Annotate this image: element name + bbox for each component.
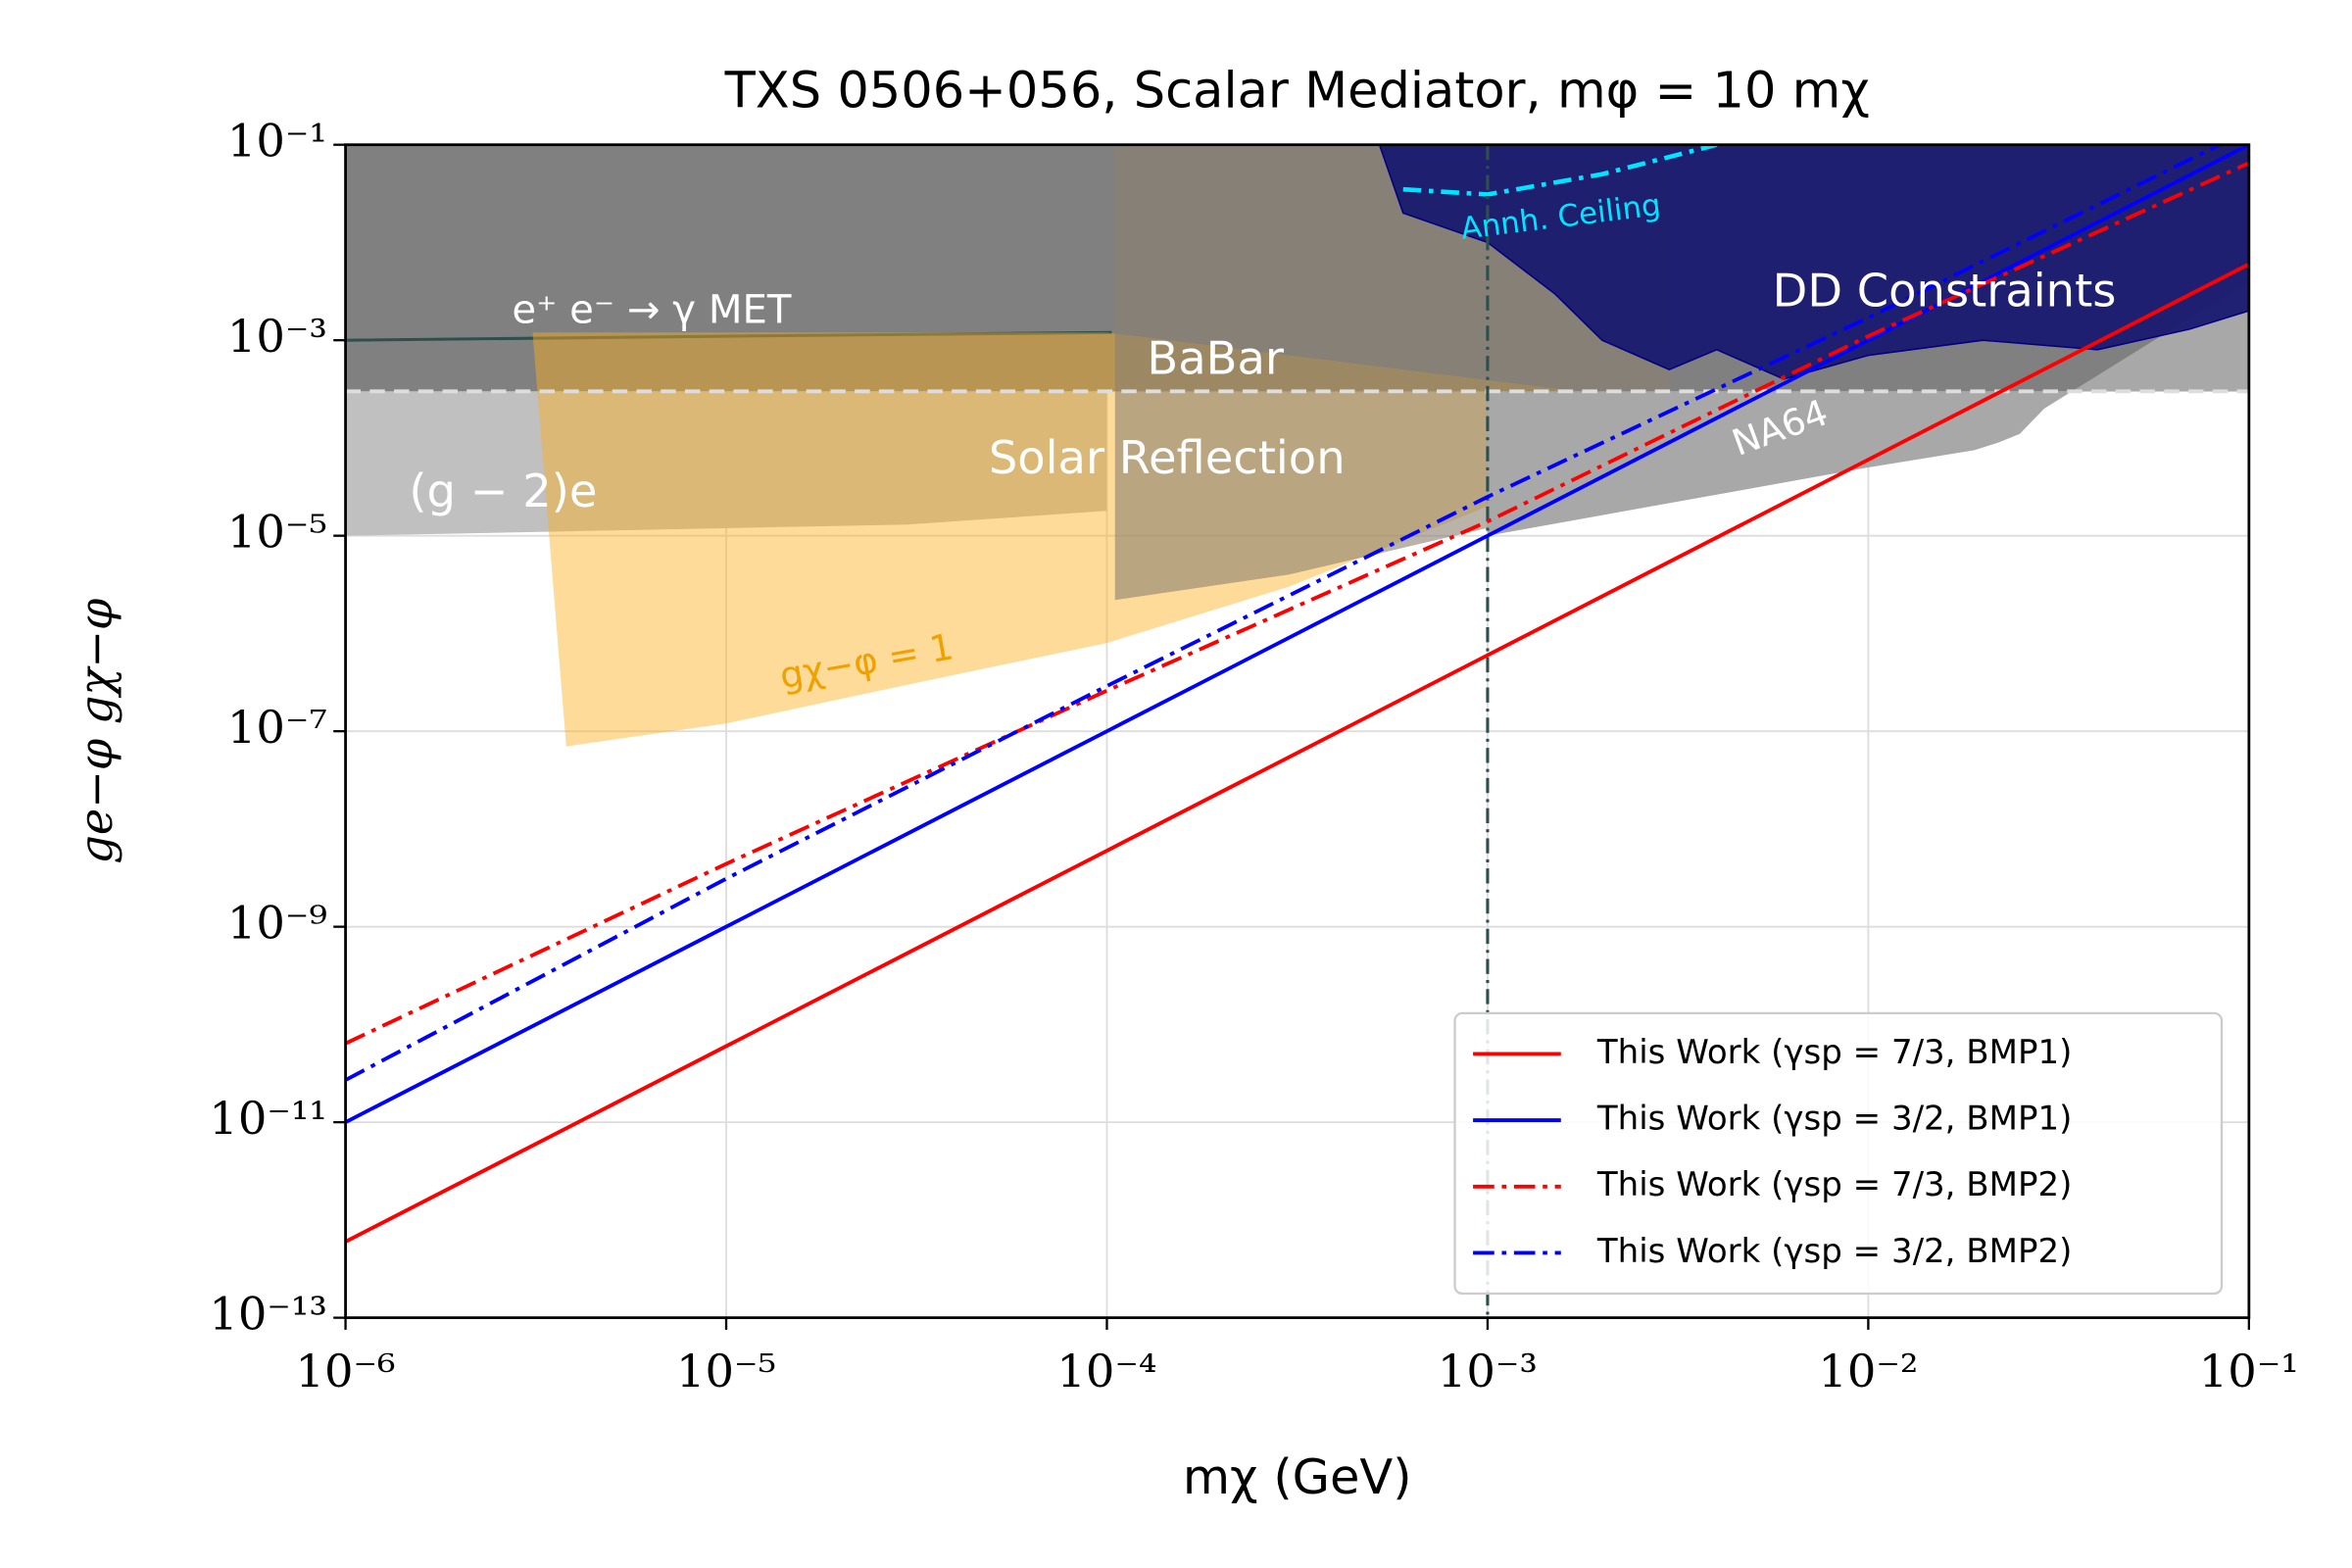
region-label: DD Constraints [1773,265,2117,318]
y-tick-label: 10⁻⁵ [227,506,327,559]
legend-label: This Work (γsp = 7/3, BMP2) [1596,1166,2073,1204]
axes: 10⁻⁶ 10⁻⁵ 10⁻⁴ 10⁻³ 10⁻² 10⁻¹ 10⁻¹³ 10⁻¹¹ 10⁻⁹ 10… [209,115,2299,1397]
series-line [345,262,2249,1244]
region-label: BaBar [1147,332,1285,385]
y-axis-label: ge−φ gχ−φ [70,598,122,864]
constraint-curve [1402,144,1718,197]
x-tick-label: 10⁻³ [1438,1345,1538,1397]
y-tick-label: 10⁻¹³ [209,1288,327,1341]
x-tick-label: 10⁻⁵ [676,1345,776,1397]
x-tick-label: 10⁻⁴ [1056,1345,1156,1397]
y-tick-label: 10⁻⁷ [227,701,327,754]
legend-label: This Work (γsp = 3/2, BMP2) [1596,1233,2073,1271]
y-tick-label: 10⁻¹¹ [209,1092,327,1145]
constraint-curve [345,330,1112,342]
constraint-region [1487,281,2249,536]
x-tick-label: 10⁻¹ [2199,1345,2299,1397]
y-tick-label: 10⁻⁹ [227,897,327,950]
legend-box [1453,1011,2224,1296]
series-line [345,161,2249,1046]
region-label: (g − 2)e [409,465,597,517]
y-tick-label: 10⁻³ [227,310,327,363]
plot-frame [344,143,2251,1319]
region-label: e⁺ e⁻ → γ MET [512,288,792,333]
chart-title: TXS 0506+056, Scalar Mediator, mφ = 10 m… [724,62,1870,120]
constraint-region [345,391,1107,536]
legend-label: This Work (γsp = 3/2, BMP1) [1596,1101,2073,1139]
series-line [345,144,2225,1082]
region-label: Solar Reflection [989,431,1346,484]
y-tick-label: 10⁻¹ [227,115,327,168]
x-tick-label: 10⁻⁶ [296,1345,396,1397]
x-axis-label: mχ (GeV) [1183,1448,1412,1505]
x-tick-label: 10⁻² [1818,1345,1918,1397]
plot-area [345,144,2249,1318]
legend-label: This Work (γsp = 7/3, BMP1) [1596,1034,2073,1072]
